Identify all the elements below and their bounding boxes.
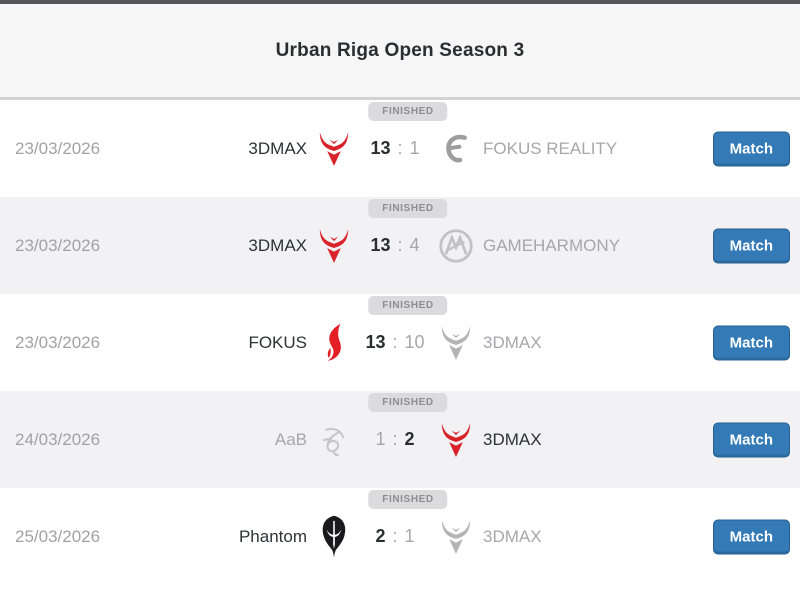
matchup: FOKUS 13:10 3DMAX [120,294,670,391]
score-team1: 13 [365,332,386,352]
tournament-header: Urban Riga Open Season 3 [0,4,800,100]
team2: 3DMAX [438,420,542,460]
match-date: 23/03/2026 [15,332,101,352]
score: 13:10 [365,332,424,353]
score-colon: : [392,332,398,352]
team2-logo-icon [438,517,474,557]
score: 1:2 [375,429,414,450]
match-button[interactable]: Match [712,325,790,360]
match-date: 23/03/2026 [15,138,101,158]
team1-name: Phantom [238,526,307,546]
team2: GAMEHARMONY [438,226,620,266]
score-team1: 13 [370,138,391,158]
match-button[interactable]: Match [712,228,790,263]
team1-logo-icon [316,129,352,169]
match-button[interactable]: Match [712,131,790,166]
status-badge: FINISHED [368,490,448,509]
team2-logo-icon [438,129,474,169]
team1-logo-icon [316,515,352,558]
team1-logo-icon [316,323,352,363]
team2: 3DMAX [438,517,542,557]
team1-name: 3DMAX [248,235,307,255]
team1-name: FOKUS [248,332,307,352]
score-colon: : [392,526,398,546]
team1: Phantom [238,515,352,558]
score-team2: 1 [404,526,415,546]
team1: FOKUS [248,323,352,363]
matchup: 3DMAX 13:1 FOKUS REALITY [120,100,670,197]
match-date: 25/03/2026 [15,526,101,546]
match-row[interactable]: FINISHED 23/03/2026 3DMAX 13:1 FOKUS REA… [0,100,800,197]
score-colon: : [392,429,398,449]
match-date: 23/03/2026 [15,235,101,255]
team1: AaB [275,420,352,460]
matchup: Phantom 2:1 3DMAX [120,488,670,585]
match-row[interactable]: FINISHED 24/03/2026 AaB 1:2 3DMAX Match [0,391,800,488]
match-button[interactable]: Match [712,422,790,457]
status-badge: FINISHED [368,296,448,315]
score-team1: 1 [375,429,386,449]
matchup: 3DMAX 13:4 GAMEHARMONY [120,197,670,294]
team2-name: 3DMAX [483,526,542,546]
team1-logo-icon [316,226,352,266]
score-team2: 2 [404,429,415,449]
team1: 3DMAX [248,129,352,169]
match-date: 24/03/2026 [15,429,101,449]
results-widget: Urban Riga Open Season 3 FINISHED 23/03/… [0,0,800,585]
score-colon: : [397,138,403,158]
status-badge: FINISHED [368,393,448,412]
score-team2: 10 [404,332,425,352]
match-row[interactable]: FINISHED 23/03/2026 3DMAX 13:4 GAMEHARMO… [0,197,800,294]
match-row[interactable]: FINISHED 23/03/2026 FOKUS 13:10 3DMAX Ma… [0,294,800,391]
team2-name: GAMEHARMONY [483,235,620,255]
team1: 3DMAX [248,226,352,266]
matchup: AaB 1:2 3DMAX [120,391,670,488]
score-colon: : [397,235,403,255]
team2-logo-icon [438,420,474,460]
tournament-title: Urban Riga Open Season 3 [275,39,525,61]
team1-logo-icon [316,420,352,460]
team2-name: 3DMAX [483,429,542,449]
team1-name: AaB [274,429,307,449]
team2-name: FOKUS REALITY [483,138,618,158]
score: 13:1 [370,138,419,159]
status-badge: FINISHED [368,199,448,218]
team2: FOKUS REALITY [438,129,617,169]
team2-name: 3DMAX [483,332,542,352]
score: 13:4 [370,235,419,256]
team1-name: 3DMAX [248,138,307,158]
match-button[interactable]: Match [712,519,790,554]
match-row[interactable]: FINISHED 25/03/2026 Phantom 2:1 3DMAX Ma… [0,488,800,585]
score-team2: 1 [409,138,420,158]
score-team1: 2 [375,526,386,546]
status-badge: FINISHED [368,102,448,121]
team2: 3DMAX [438,323,542,363]
score-team2: 4 [409,235,420,255]
score: 2:1 [375,526,414,547]
score-team1: 13 [370,235,391,255]
team2-logo-icon [438,323,474,363]
team2-logo-icon [438,226,474,266]
